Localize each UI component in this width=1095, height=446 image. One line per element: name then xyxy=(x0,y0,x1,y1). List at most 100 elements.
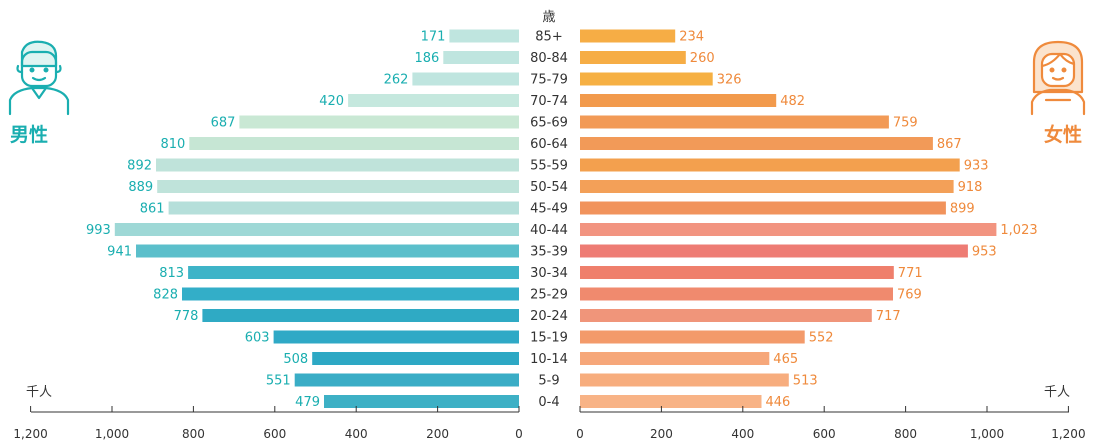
x-tick-label-right: 1,200 xyxy=(1051,427,1085,441)
male-bar xyxy=(324,395,519,408)
age-axis-unit: 歳 xyxy=(542,10,555,25)
female-bar xyxy=(580,287,893,301)
male-value-label: 420 xyxy=(319,94,344,109)
female-value-label: 918 xyxy=(958,180,983,195)
x-tick-label-right: 1,000 xyxy=(970,427,1004,441)
female-bar xyxy=(580,201,946,215)
female-bar xyxy=(580,72,713,86)
female-value-label: 759 xyxy=(893,116,918,131)
female-bar xyxy=(580,115,889,129)
female-bar xyxy=(580,309,872,322)
male-value-label: 171 xyxy=(421,30,446,45)
female-value-label: 260 xyxy=(690,51,715,66)
male-bar xyxy=(136,244,519,258)
female-bar xyxy=(580,330,805,344)
age-group-label: 75-79 xyxy=(530,73,568,88)
age-group-label: 0-4 xyxy=(538,395,559,410)
age-group-label: 55-59 xyxy=(530,159,568,174)
age-group-label: 45-49 xyxy=(530,202,568,217)
male-bar xyxy=(449,29,519,43)
x-tick-label-right: 0 xyxy=(576,427,584,441)
female-value-label: 771 xyxy=(898,266,923,281)
female-value-label: 717 xyxy=(876,309,901,324)
age-group-label: 70-74 xyxy=(530,94,568,109)
x-tick-label-left: 1,000 xyxy=(95,427,129,441)
female-bar xyxy=(580,266,894,279)
female-value-label: 867 xyxy=(937,137,962,152)
age-group-label: 50-54 xyxy=(530,180,568,195)
female-bar xyxy=(580,180,954,193)
female-bar xyxy=(580,352,770,365)
male-bar xyxy=(156,158,519,172)
age-group-label: 40-44 xyxy=(530,223,568,238)
x-tick-label-left: 400 xyxy=(345,427,368,441)
female-value-label: 446 xyxy=(766,395,791,410)
male-value-label: 941 xyxy=(107,245,132,260)
male-value-label: 479 xyxy=(295,395,320,410)
male-person-icon xyxy=(8,40,70,116)
female-bar xyxy=(580,94,777,107)
male-value-label: 861 xyxy=(140,202,165,217)
female-value-label: 933 xyxy=(964,159,989,174)
female-bar xyxy=(580,51,686,64)
female-bar xyxy=(580,373,789,387)
female-bar xyxy=(580,395,762,408)
male-value-label: 508 xyxy=(283,352,308,367)
female-bar xyxy=(580,158,960,172)
female-value-label: 552 xyxy=(809,331,834,346)
x-tick-label-right: 600 xyxy=(813,427,836,441)
male-bar xyxy=(189,137,520,150)
male-value-label: 810 xyxy=(160,137,185,152)
age-group-label: 25-29 xyxy=(530,288,568,303)
age-group-label: 80-84 xyxy=(530,51,568,66)
male-bar xyxy=(312,352,519,365)
male-value-label: 828 xyxy=(153,288,178,303)
male-value-label: 687 xyxy=(211,116,236,131)
age-group-label: 85+ xyxy=(535,30,562,45)
male-bar xyxy=(182,287,519,301)
female-value-label: 899 xyxy=(950,202,975,217)
male-bar xyxy=(239,115,519,129)
x-tick-label-left: 800 xyxy=(182,427,205,441)
male-value-label: 778 xyxy=(174,309,199,324)
female-person-icon xyxy=(1030,40,1086,116)
male-bar xyxy=(348,94,519,107)
x-tick-label-left: 1,200 xyxy=(13,427,47,441)
male-value-label: 603 xyxy=(245,331,270,346)
female-value-label: 1,023 xyxy=(1000,223,1037,238)
x-tick-label-left: 0 xyxy=(515,427,523,441)
x-tick-label-left: 600 xyxy=(263,427,286,441)
female-value-label: 769 xyxy=(897,288,922,303)
male-value-label: 186 xyxy=(414,51,439,66)
female-value-label: 953 xyxy=(972,245,997,260)
male-bar xyxy=(273,330,519,344)
male-bar xyxy=(168,201,519,215)
female-bar xyxy=(580,137,933,150)
age-group-label: 35-39 xyxy=(530,245,568,260)
female-label: 女性 xyxy=(1044,123,1082,146)
male-bar xyxy=(114,223,520,236)
age-group-label: 5-9 xyxy=(538,374,559,389)
x-tick-label-right: 200 xyxy=(650,427,673,441)
male-value-label: 889 xyxy=(128,180,153,195)
male-bar xyxy=(157,180,519,193)
x-axis-unit-left: 千人 xyxy=(26,385,52,400)
x-tick-label-right: 400 xyxy=(731,427,754,441)
female-value-label: 482 xyxy=(780,94,805,109)
age-group-label: 30-34 xyxy=(530,266,568,281)
male-label: 男性 xyxy=(10,123,48,146)
female-value-label: 234 xyxy=(679,30,704,45)
age-group-label: 15-19 xyxy=(530,331,568,346)
male-bar xyxy=(188,266,519,279)
male-value-label: 813 xyxy=(159,266,184,281)
female-bar xyxy=(580,29,676,43)
female-value-label: 326 xyxy=(717,73,742,88)
male-value-label: 892 xyxy=(127,159,152,174)
female-bar xyxy=(580,244,968,258)
age-group-label: 20-24 xyxy=(530,309,568,324)
male-value-label: 993 xyxy=(86,223,111,238)
age-group-label: 65-69 xyxy=(530,116,568,131)
male-bar xyxy=(202,309,519,322)
female-value-label: 465 xyxy=(773,352,798,367)
